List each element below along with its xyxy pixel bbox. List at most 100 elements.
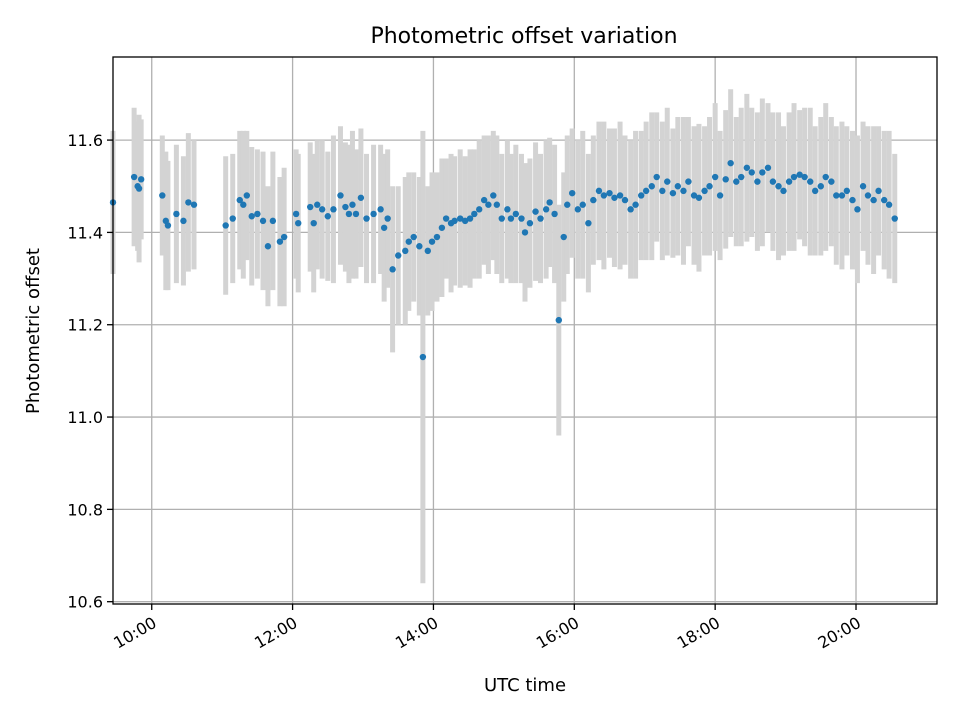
data-point (659, 187, 666, 195)
data-point (135, 185, 143, 192)
data-point (785, 178, 793, 185)
y-tick-label: 10.6 (67, 593, 103, 612)
data-point (616, 192, 624, 199)
x-tick-label: 12:00 (251, 613, 300, 653)
data-point (306, 203, 314, 211)
data-point (642, 187, 650, 195)
data-point (822, 173, 829, 181)
data-point (807, 178, 814, 185)
data-point (395, 252, 402, 259)
data-point (164, 222, 172, 229)
data-point (428, 238, 436, 245)
data-point (606, 189, 613, 197)
data-point (627, 206, 634, 213)
data-point (579, 201, 586, 208)
y-tick-label: 10.8 (67, 500, 103, 519)
data-point (828, 178, 835, 185)
data-point (564, 201, 571, 208)
data-point (600, 192, 608, 199)
data-point (461, 217, 469, 225)
data-point (754, 178, 761, 185)
data-point (269, 217, 277, 225)
data-point (280, 233, 288, 241)
x-tick-label: 14:00 (392, 613, 441, 653)
data-point (471, 210, 478, 218)
data-point (259, 217, 267, 225)
data-point (466, 215, 474, 222)
data-point (555, 316, 563, 324)
data-point (410, 233, 417, 241)
data-point (190, 201, 198, 208)
data-point (638, 192, 645, 199)
data-point (711, 173, 719, 181)
data-point (743, 164, 751, 171)
data-point (801, 173, 808, 181)
data-point (457, 215, 464, 222)
data-point (590, 196, 597, 204)
data-point (560, 233, 567, 241)
data-point (433, 233, 441, 241)
data-point (236, 196, 243, 204)
data-point (595, 187, 603, 195)
data-points (109, 159, 898, 361)
data-point (476, 206, 483, 213)
data-point (159, 192, 166, 199)
data-point (485, 201, 492, 208)
data-point (493, 201, 501, 208)
data-point (870, 196, 877, 204)
data-point (324, 213, 332, 220)
data-point (185, 199, 192, 206)
data-point (568, 189, 576, 197)
data-point (722, 176, 729, 183)
data-point (314, 201, 321, 208)
data-point (632, 201, 639, 208)
data-point (532, 208, 539, 215)
data-point (173, 210, 180, 218)
data-point (363, 215, 370, 222)
data-point (384, 215, 391, 222)
data-point (759, 169, 766, 176)
plot-frame (112, 56, 938, 605)
data-point (546, 199, 553, 206)
data-point (875, 187, 882, 195)
x-axis-ticks: 10:00 12:00 14:00 16:00 18:00 20:00 (110, 604, 864, 653)
data-point (419, 353, 427, 361)
data-point (849, 196, 856, 204)
data-point (264, 243, 272, 250)
data-point (885, 201, 893, 208)
data-point (733, 178, 740, 185)
data-point (370, 210, 377, 218)
data-point (130, 173, 138, 181)
data-point (504, 206, 511, 213)
data-point (811, 187, 819, 195)
data-point (701, 187, 708, 195)
data-point (859, 183, 867, 190)
data-point (695, 194, 703, 201)
data-point (377, 206, 384, 213)
data-point (402, 247, 409, 255)
data-point (838, 192, 846, 199)
data-point (542, 206, 550, 213)
data-point (292, 210, 300, 218)
data-point (345, 210, 353, 218)
data-point (405, 238, 412, 245)
data-point (276, 238, 284, 245)
data-point (451, 217, 458, 225)
data-point (880, 196, 888, 204)
data-point (664, 178, 671, 185)
y-tick-label: 11.2 (67, 316, 103, 335)
data-point (653, 173, 660, 181)
data-point (775, 183, 782, 190)
data-point (512, 210, 520, 218)
data-point (690, 192, 698, 199)
data-point (295, 219, 302, 227)
data-point (243, 192, 251, 199)
data-point (342, 203, 349, 211)
data-point (706, 183, 713, 190)
chart-title: Photometric offset variation (370, 24, 677, 49)
y-tick-label: 11.0 (67, 408, 103, 427)
data-point (318, 206, 326, 213)
data-point (727, 159, 734, 167)
data-point (843, 187, 851, 195)
